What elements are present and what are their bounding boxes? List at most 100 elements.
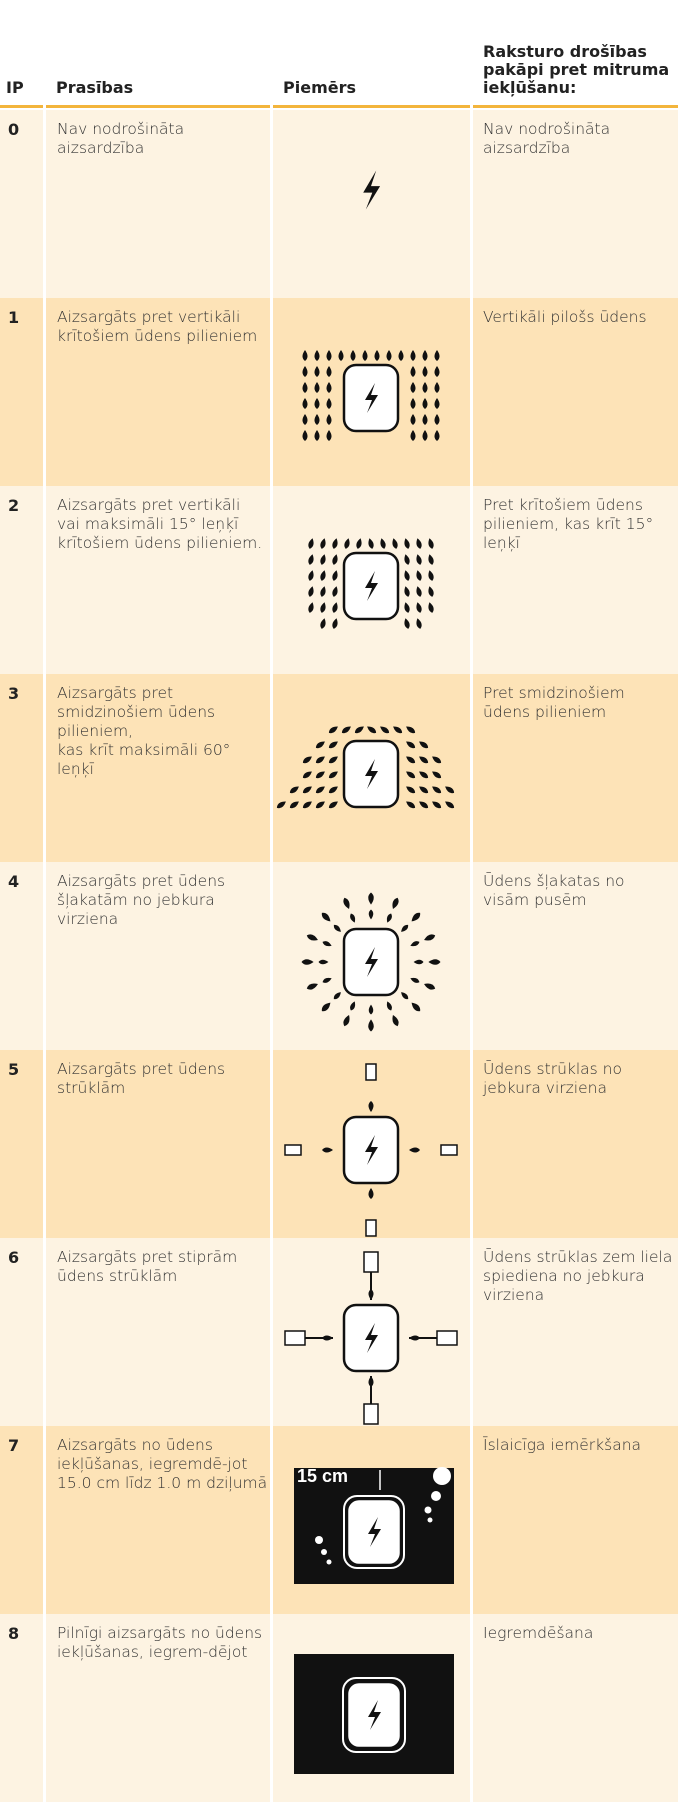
- requirement-cell: Aizsargāts no ūdens iekļūšanas, iegremdē…: [46, 1426, 270, 1614]
- icon-part: [321, 1002, 331, 1012]
- icon-part: [326, 366, 332, 377]
- icon-part: [392, 897, 399, 909]
- icon-part: [302, 398, 308, 409]
- icon-part: [302, 786, 312, 794]
- icon-part: [434, 414, 440, 425]
- example-cell: [273, 674, 470, 862]
- icon-part: [332, 586, 338, 597]
- icon-part: [322, 977, 332, 983]
- icon-part: [413, 959, 424, 965]
- icon-part: [404, 618, 410, 629]
- description-cell: Iegremdēšana: [473, 1614, 678, 1802]
- example-cell: 15 cm: [273, 1426, 470, 1614]
- icon-part: [392, 897, 399, 909]
- icon-part: [436, 1330, 458, 1346]
- icon-part: [401, 992, 409, 1000]
- icon-part: [321, 1002, 331, 1012]
- icon-part: [428, 586, 434, 597]
- icon-part: [321, 1549, 327, 1555]
- icon-part: [428, 570, 434, 581]
- ip-cell: 4: [0, 862, 43, 1050]
- icon-part: [365, 1219, 377, 1237]
- icon-part: [363, 1376, 379, 1425]
- icon-part: [322, 1335, 333, 1341]
- icon-part: [413, 959, 424, 965]
- icon-part: [432, 786, 442, 794]
- example-cell: [273, 1050, 470, 1238]
- icon-part: [363, 170, 381, 210]
- icon-part: [306, 934, 318, 941]
- icon-part: [350, 913, 356, 923]
- icon-part: [363, 170, 381, 210]
- icon-part: [362, 350, 368, 361]
- icon-part: [409, 1144, 458, 1156]
- icon-part: [368, 1289, 374, 1300]
- icon-part: [315, 756, 325, 764]
- icon-part: [322, 941, 332, 947]
- icon-part: [404, 538, 410, 549]
- icon-part: [406, 786, 416, 794]
- icon-part: [368, 538, 374, 549]
- requirement-cell: Aizsargāts pret vertikāli krītošiem ūden…: [46, 298, 270, 486]
- icon-part: [363, 1251, 379, 1300]
- icon-part: [365, 759, 378, 789]
- icon-part: [328, 801, 338, 809]
- icon-part: [332, 602, 338, 613]
- description-cell: Vertikāli pilošs ūdens: [473, 298, 678, 486]
- icon-part: [338, 350, 344, 361]
- icon-part: [289, 786, 299, 794]
- ip-cell: 2: [0, 486, 43, 674]
- icon-part: [398, 350, 404, 361]
- description-cell: Nav nodrošināta aizsardzība: [473, 110, 678, 298]
- icon-part: [410, 350, 416, 361]
- example-cell: [273, 862, 470, 1050]
- example-icon: [302, 350, 440, 441]
- icon-part: [333, 992, 341, 1000]
- icon-part: [427, 1517, 433, 1523]
- icon-part: [354, 726, 364, 734]
- icon-part: [302, 350, 308, 361]
- example-icon: [284, 1251, 458, 1425]
- icon-part: [314, 382, 320, 393]
- icon-part: [276, 726, 455, 809]
- icon-part: [365, 1063, 377, 1112]
- icon-part: [410, 977, 420, 983]
- icon-part: [314, 366, 320, 377]
- icon-part: [401, 924, 409, 932]
- icon-part: [419, 801, 429, 809]
- icon-part: [306, 983, 318, 990]
- icon-part: [406, 801, 416, 809]
- icon-part: [315, 786, 325, 794]
- description-cell: Ūdens strūklas no jebkura virziena: [473, 1050, 678, 1238]
- icon-part: [432, 801, 442, 809]
- icon-part: [411, 1002, 421, 1012]
- icon-part: [365, 1188, 377, 1237]
- icon-part: [326, 382, 332, 393]
- icon-part: [326, 414, 332, 425]
- icon-part: [350, 1001, 356, 1011]
- header-cell: Piemērs: [273, 0, 470, 108]
- icon-part: [322, 977, 332, 983]
- example-cell: [273, 298, 470, 486]
- icon-part: [434, 430, 440, 441]
- header-cell: IP: [0, 0, 43, 108]
- icon-part: [368, 1019, 374, 1032]
- icon-part: [392, 538, 398, 549]
- icon-part: [302, 771, 312, 779]
- icon-part: [276, 801, 286, 809]
- example-icon: [284, 1063, 458, 1237]
- icon-part: [356, 538, 362, 549]
- icon-part: [406, 726, 416, 734]
- icon-part: [332, 538, 338, 549]
- icon-part: [333, 992, 341, 1000]
- icon-part: [302, 382, 308, 393]
- icon-part: [314, 430, 320, 441]
- ip-cell: 8: [0, 1614, 43, 1802]
- icon-part: [363, 1403, 379, 1425]
- icon-part: [368, 1700, 381, 1730]
- description-cell: Ūdens šļakatas no visām pusēm: [473, 862, 678, 1050]
- icon-part: [386, 350, 392, 361]
- icon-part: [365, 571, 378, 601]
- ip-cell: 5: [0, 1050, 43, 1238]
- icon-part: [315, 1536, 323, 1544]
